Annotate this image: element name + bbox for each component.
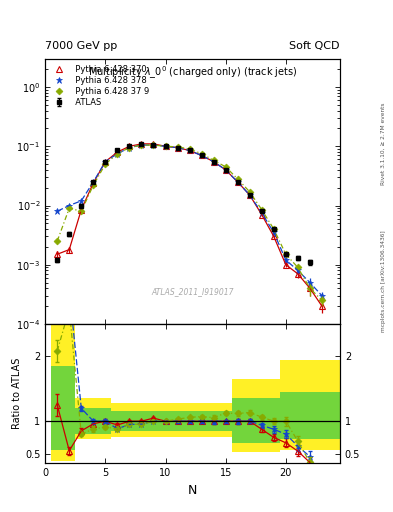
  Pythia 6.428 378 (296, 267, 300, 273)
  Pythia 6.428 378 (127, 144, 132, 151)
  Pythia 6.428 370 (307, 285, 312, 291)
  Pythia 6.428 378 (211, 159, 216, 165)
Line:   Pythia 6.428 37 9: Pythia 6.428 37 9 (55, 143, 324, 303)
  Pythia 6.428 37 9 (307, 285, 312, 291)
  Pythia 6.428 37 9 (283, 251, 288, 258)
  Pythia 6.428 37 9 (320, 297, 324, 304)
  Pythia 6.428 370 (296, 271, 300, 277)
  Pythia 6.428 378 (55, 208, 60, 215)
  Pythia 6.428 370 (163, 143, 168, 150)
  Pythia 6.428 378 (199, 153, 204, 159)
  Pythia 6.428 378 (187, 147, 192, 154)
  Pythia 6.428 37 9 (211, 157, 216, 163)
  Pythia 6.428 370 (91, 180, 95, 186)
  Pythia 6.428 378 (91, 179, 95, 185)
  Pythia 6.428 378 (223, 167, 228, 173)
  Pythia 6.428 378 (163, 143, 168, 150)
  Pythia 6.428 378 (247, 192, 252, 198)
  Pythia 6.428 370 (175, 144, 180, 151)
  Pythia 6.428 37 9 (79, 208, 84, 215)
Text: Multiplicity $\lambda\_0^0$ (charged only) (track jets): Multiplicity $\lambda\_0^0$ (charged onl… (88, 64, 298, 81)
  Pythia 6.428 378 (139, 142, 144, 148)
  Pythia 6.428 370 (115, 149, 120, 155)
  Pythia 6.428 37 9 (247, 189, 252, 195)
  Pythia 6.428 378 (151, 142, 156, 148)
  Pythia 6.428 37 9 (67, 205, 72, 211)
  Pythia 6.428 378 (115, 151, 120, 157)
  Pythia 6.428 378 (79, 198, 84, 204)
Line:   Pythia 6.428 378: Pythia 6.428 378 (54, 142, 325, 299)
  Pythia 6.428 37 9 (115, 151, 120, 157)
  Pythia 6.428 37 9 (175, 144, 180, 150)
  Pythia 6.428 370 (79, 207, 84, 213)
Legend:   Pythia 6.428 370,   Pythia 6.428 378,   Pythia 6.428 37 9,   ATLAS: Pythia 6.428 370, Pythia 6.428 378, Pyth… (50, 63, 151, 109)
  Pythia 6.428 370 (235, 179, 240, 185)
  Pythia 6.428 370 (127, 143, 132, 150)
  Pythia 6.428 370 (259, 211, 264, 218)
  Pythia 6.428 370 (139, 141, 144, 147)
Line:   Pythia 6.428 370: Pythia 6.428 370 (55, 141, 325, 309)
  Pythia 6.428 37 9 (235, 176, 240, 182)
Text: 7000 GeV pp: 7000 GeV pp (45, 41, 118, 51)
  Pythia 6.428 370 (320, 303, 324, 309)
  Pythia 6.428 37 9 (272, 226, 276, 232)
  Pythia 6.428 370 (272, 233, 276, 240)
X-axis label: N: N (188, 484, 197, 497)
  Pythia 6.428 378 (283, 257, 288, 263)
  Pythia 6.428 370 (211, 159, 216, 165)
  Pythia 6.428 378 (259, 210, 264, 216)
Text: Soft QCD: Soft QCD (290, 41, 340, 51)
  Pythia 6.428 370 (55, 251, 60, 258)
  Pythia 6.428 370 (199, 153, 204, 159)
  Pythia 6.428 378 (320, 292, 324, 298)
Text: mcplots.cern.ch [arXiv:1306.3436]: mcplots.cern.ch [arXiv:1306.3436] (381, 231, 386, 332)
  Pythia 6.428 37 9 (163, 143, 168, 150)
  Pythia 6.428 370 (187, 147, 192, 154)
  Pythia 6.428 370 (67, 246, 72, 252)
  Pythia 6.428 37 9 (223, 164, 228, 170)
  Pythia 6.428 37 9 (187, 146, 192, 152)
  Pythia 6.428 378 (175, 144, 180, 151)
  Pythia 6.428 370 (223, 167, 228, 173)
  Pythia 6.428 37 9 (103, 161, 108, 167)
  Pythia 6.428 37 9 (55, 238, 60, 244)
  Pythia 6.428 37 9 (259, 207, 264, 213)
  Pythia 6.428 378 (235, 179, 240, 185)
  Pythia 6.428 37 9 (91, 182, 95, 188)
  Pythia 6.428 378 (103, 159, 108, 165)
  Pythia 6.428 370 (247, 192, 252, 198)
  Pythia 6.428 370 (151, 141, 156, 147)
  Pythia 6.428 370 (103, 159, 108, 165)
  Pythia 6.428 37 9 (199, 151, 204, 157)
Y-axis label: Ratio to ATLAS: Ratio to ATLAS (12, 358, 22, 429)
  Pythia 6.428 37 9 (296, 264, 300, 270)
  Pythia 6.428 37 9 (151, 142, 156, 148)
  Pythia 6.428 370 (283, 262, 288, 268)
  Pythia 6.428 378 (272, 229, 276, 236)
  Pythia 6.428 37 9 (127, 144, 132, 151)
  Pythia 6.428 37 9 (139, 142, 144, 148)
Text: ATLAS_2011_I919017: ATLAS_2011_I919017 (151, 288, 234, 296)
  Pythia 6.428 378 (67, 202, 72, 208)
Text: Rivet 3.1.10, ≥ 2.7M events: Rivet 3.1.10, ≥ 2.7M events (381, 102, 386, 185)
  Pythia 6.428 378 (307, 280, 312, 286)
